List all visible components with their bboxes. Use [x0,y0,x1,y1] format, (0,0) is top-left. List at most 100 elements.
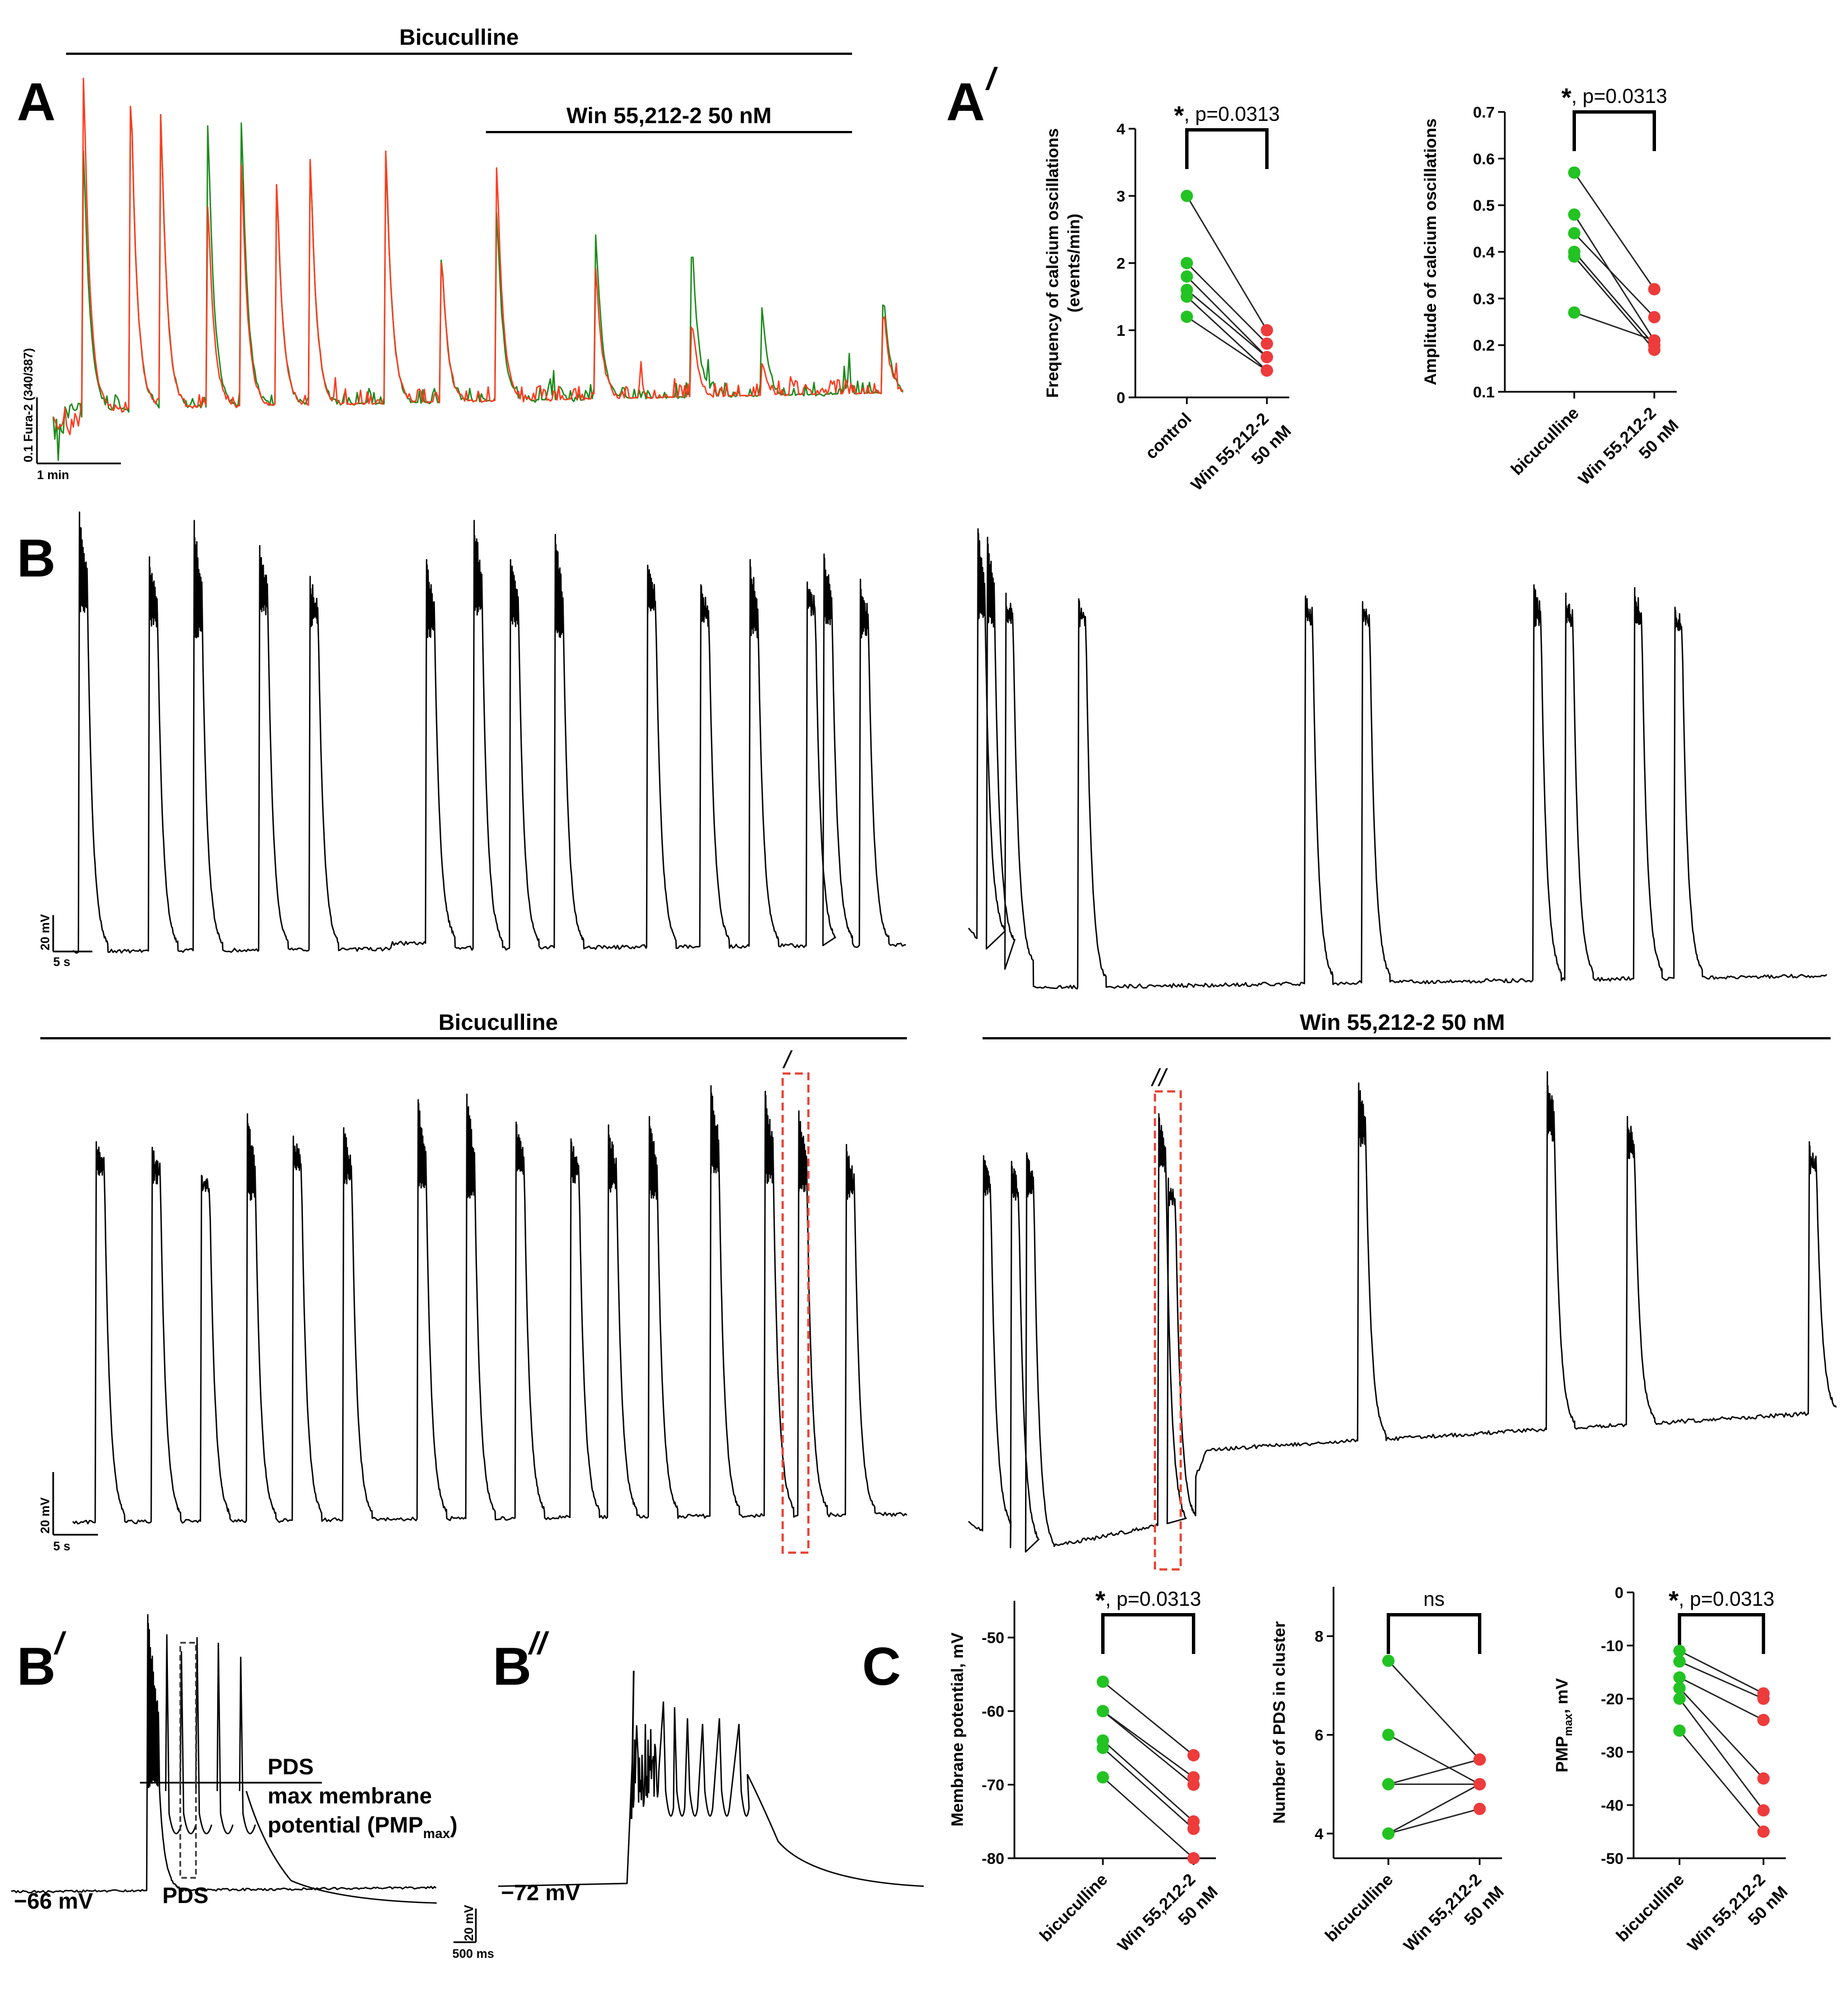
pair-line [1679,1688,1764,1779]
category-label-before: bicuculline [1322,1871,1397,1946]
bicuculline-label-b: Bicuculline [438,1010,558,1035]
pair-line [1679,1698,1764,1811]
scalebar-b-top-horizontal-label: 5 s [53,955,71,969]
pair-line [1102,1740,1194,1822]
y-axis-label-line2: (events/min) [1065,214,1083,313]
y-tick-label: 2 [1116,255,1125,272]
calcium-trace-red [52,77,904,435]
pds-label-lower: PDS [162,1883,208,1908]
trace-line [52,77,904,435]
point-after [1187,1852,1200,1864]
trace-pds-detail [165,1634,437,1904]
y-tick-label: -30 [1601,1743,1624,1761]
point-after [1473,1802,1486,1815]
point-before [1097,1675,1109,1688]
scalebar-b-bottom-horizontal-label: 5 s [53,1539,71,1553]
point-before [1673,1671,1686,1684]
panel-c: C [862,1637,901,1696]
y-tick-label: 0.2 [1473,337,1495,354]
y-tick-label: -80 [982,1850,1004,1867]
point-before [1568,306,1580,319]
pair-line [1102,1681,1194,1756]
scalebar-b-bottom: 20 mV 5 s [38,1472,98,1553]
point-after [1473,1778,1486,1791]
point-after [1648,344,1660,356]
category-label-before: bicuculline [1613,1871,1688,1946]
pair-line [1186,263,1267,344]
category-label-before: bicuculline [1036,1871,1111,1946]
point-before [1673,1682,1686,1694]
significance-bracket [1387,1613,1481,1654]
point-before [1382,1655,1395,1667]
y-tick-label: 1 [1116,322,1125,339]
pmp-label-line1: max membrane [268,1784,432,1808]
trace-line [72,1085,907,1525]
pair-line [1679,1661,1764,1700]
point-after [1648,334,1660,347]
panel-label-b-double-prime-mark: // [527,1625,550,1661]
y-tick-label: -10 [1601,1637,1624,1655]
significance-bracket [1678,1613,1765,1654]
y-tick-label: 0.7 [1473,104,1495,121]
pair-line [1574,256,1655,350]
trace-b-top-left [72,511,906,954]
trace-line [52,108,904,461]
point-before [1181,257,1193,269]
significance-label: *, p=0.0313 [1561,83,1667,112]
point-before [1568,227,1580,240]
trace-b-double-prime [498,1670,924,1887]
y-tick-label: -40 [1601,1797,1624,1814]
trace-line [968,1071,1837,1553]
trace-line [498,1701,924,1887]
trace-b-prime [11,1614,437,1904]
point-after [1261,364,1273,377]
pair-line [1388,1660,1480,1760]
pair-line [1388,1734,1480,1785]
point-after [1187,1749,1200,1761]
point-before [1382,1728,1395,1741]
point-after [1261,338,1273,350]
point-after [1757,1825,1770,1838]
pair-line [1102,1710,1194,1778]
pmp-label-line2: potential (PMPmax) [268,1813,457,1841]
y-axis-label: PMPmax, mV [1553,1678,1575,1772]
significance-label: *, p=0.0313 [1668,1586,1774,1615]
point-before [1097,1741,1109,1754]
pair-line [1186,195,1268,331]
win-label-b: Win 55,212-2 50 nM [1300,1010,1505,1035]
point-before [1181,190,1193,202]
y-tick-label: 3 [1116,188,1125,205]
panel-label-a-prime-mark: / [985,61,998,96]
significance-bracket [1185,128,1269,169]
panel-label-b-double-prime: B [493,1637,531,1696]
y-tick-label: 0.4 [1473,243,1495,261]
pair-line [1102,1777,1194,1859]
calcium-trace-green [52,108,904,461]
panel-b-prime: B / PDS max membrane potential (PMPmax) … [11,1614,457,1914]
significance-label: ns [1423,1587,1444,1610]
y-tick-label: 6 [1314,1727,1323,1744]
zoom-box-first [782,1072,810,1554]
point-before [1382,1827,1395,1840]
pair-line [1679,1730,1764,1832]
pair-line [1574,251,1655,346]
y-tick-label: 0.3 [1473,290,1495,307]
y-tick-label: 0.1 [1473,383,1495,401]
point-before [1673,1693,1686,1705]
trace-b-top-right [968,528,1827,990]
point-after [1187,1778,1200,1791]
scalebar-a-vertical-label: 0.1 Fura-2 (340/387) [21,348,35,462]
significance-label: *, p=0.0313 [1174,101,1280,130]
pair-line [1679,1676,1764,1721]
trace-line [968,528,1827,990]
pair-line [1388,1808,1480,1835]
point-before [1097,1705,1109,1718]
scalebar-b-top-vertical-label: 20 mV [38,914,52,950]
panel-b-double-prime: B // −72 mV 20 mV 500 ms [452,1625,924,1961]
y-tick-label: -20 [1601,1690,1624,1708]
